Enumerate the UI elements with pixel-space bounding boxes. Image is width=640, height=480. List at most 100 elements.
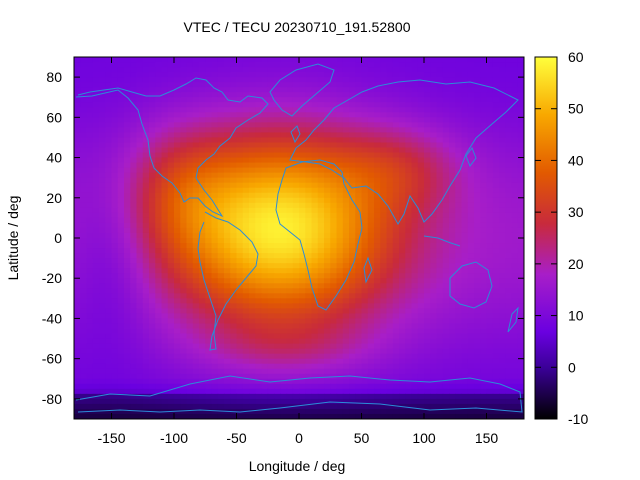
heatmap-cell	[330, 338, 338, 345]
heatmap-cell	[242, 323, 250, 330]
heatmap-cell	[130, 258, 138, 264]
heatmap-cell	[455, 187, 463, 194]
heatmap-cell	[274, 388, 281, 395]
heatmap-cell	[361, 328, 369, 335]
heatmap-cell	[124, 393, 131, 400]
heatmap-cell	[305, 298, 313, 304]
heatmap-cell	[324, 378, 331, 385]
heatmap-cell	[361, 157, 369, 164]
heatmap-cell	[280, 97, 288, 103]
heatmap-cell	[492, 368, 500, 375]
heatmap-cell	[217, 268, 225, 274]
heatmap-cell	[367, 117, 375, 123]
heatmap-cell	[405, 132, 413, 139]
heatmap-cell	[305, 283, 313, 289]
heatmap-cell	[205, 283, 213, 289]
heatmap-cell	[149, 348, 156, 355]
heatmap-cell	[274, 313, 281, 320]
heatmap-cell	[192, 192, 200, 199]
heatmap-cell	[142, 353, 150, 360]
heatmap-cell	[261, 388, 269, 395]
heatmap-cell	[274, 97, 281, 103]
heatmap-cell	[99, 177, 106, 184]
heatmap-cell	[305, 308, 313, 315]
heatmap-cell	[192, 333, 200, 340]
heatmap-cell	[342, 353, 350, 360]
heatmap-cell	[486, 162, 494, 169]
heatmap-cell	[80, 102, 88, 108]
heatmap-cell	[80, 127, 88, 134]
heatmap-cell	[105, 162, 113, 169]
heatmap-cell	[374, 348, 381, 355]
heatmap-cell	[436, 137, 444, 144]
heatmap-cell	[486, 172, 494, 179]
heatmap-cell	[292, 278, 300, 284]
heatmap-cell	[361, 338, 369, 345]
heatmap-cell	[255, 172, 263, 179]
heatmap-cell	[255, 278, 263, 284]
heatmap-cell	[99, 278, 106, 284]
heatmap-cell	[424, 157, 431, 164]
heatmap-cell	[311, 378, 319, 385]
heatmap-cell	[367, 172, 375, 179]
heatmap-cell	[505, 343, 513, 350]
heatmap-cell	[161, 197, 169, 204]
heatmap-cell	[155, 318, 163, 325]
heatmap-cell	[324, 283, 331, 289]
heatmap-cell	[386, 167, 394, 174]
heatmap-cell	[199, 278, 206, 284]
heatmap-cell	[411, 253, 419, 259]
heatmap-cell	[224, 122, 231, 128]
heatmap-cell	[74, 288, 81, 294]
heatmap-cell	[474, 167, 481, 174]
heatmap-cell	[380, 77, 388, 83]
heatmap-cell	[349, 353, 356, 360]
heatmap-cell	[149, 363, 156, 370]
heatmap-cell	[399, 177, 406, 184]
heatmap-cell	[392, 323, 400, 330]
heatmap-cell	[224, 82, 231, 88]
heatmap-cell	[267, 82, 275, 88]
heatmap-cell	[242, 293, 250, 299]
heatmap-cell	[74, 157, 81, 164]
heatmap-cell	[299, 368, 306, 375]
heatmap-cell	[205, 273, 213, 279]
heatmap-cell	[74, 303, 81, 309]
heatmap-cell	[486, 192, 494, 199]
heatmap-cell	[167, 248, 175, 254]
heatmap-cell	[230, 67, 238, 73]
heatmap-cell	[124, 353, 131, 360]
heatmap-cell	[149, 162, 156, 169]
heatmap-cell	[205, 122, 213, 128]
heatmap-cell	[280, 227, 288, 234]
heatmap-cell	[517, 147, 524, 154]
heatmap-cell	[392, 238, 400, 244]
heatmap-cell	[299, 232, 306, 239]
heatmap-cell	[199, 92, 206, 98]
heatmap-cell	[161, 313, 169, 320]
heatmap-cell	[80, 57, 88, 63]
heatmap-cell	[474, 212, 481, 219]
heatmap-cell	[336, 62, 344, 68]
heatmap-cell	[405, 318, 413, 325]
heatmap-cell	[511, 293, 519, 299]
heatmap-cell	[192, 77, 200, 83]
heatmap-cell	[480, 177, 488, 184]
heatmap-cell	[74, 172, 81, 179]
heatmap-cell	[130, 383, 138, 390]
heatmap-cell	[424, 308, 431, 315]
heatmap-cell	[99, 258, 106, 264]
heatmap-cell	[117, 278, 125, 284]
heatmap-cell	[480, 313, 488, 320]
heatmap-cell	[149, 67, 156, 73]
heatmap-cell	[167, 72, 175, 78]
heatmap-cell	[136, 232, 144, 239]
heatmap-cell	[280, 358, 288, 365]
heatmap-cell	[111, 157, 119, 164]
heatmap-cell	[199, 338, 206, 345]
heatmap-cell	[80, 122, 88, 128]
heatmap-cell	[142, 283, 150, 289]
heatmap-cell	[274, 358, 281, 365]
heatmap-cell	[349, 62, 356, 68]
heatmap-cell	[161, 157, 169, 164]
